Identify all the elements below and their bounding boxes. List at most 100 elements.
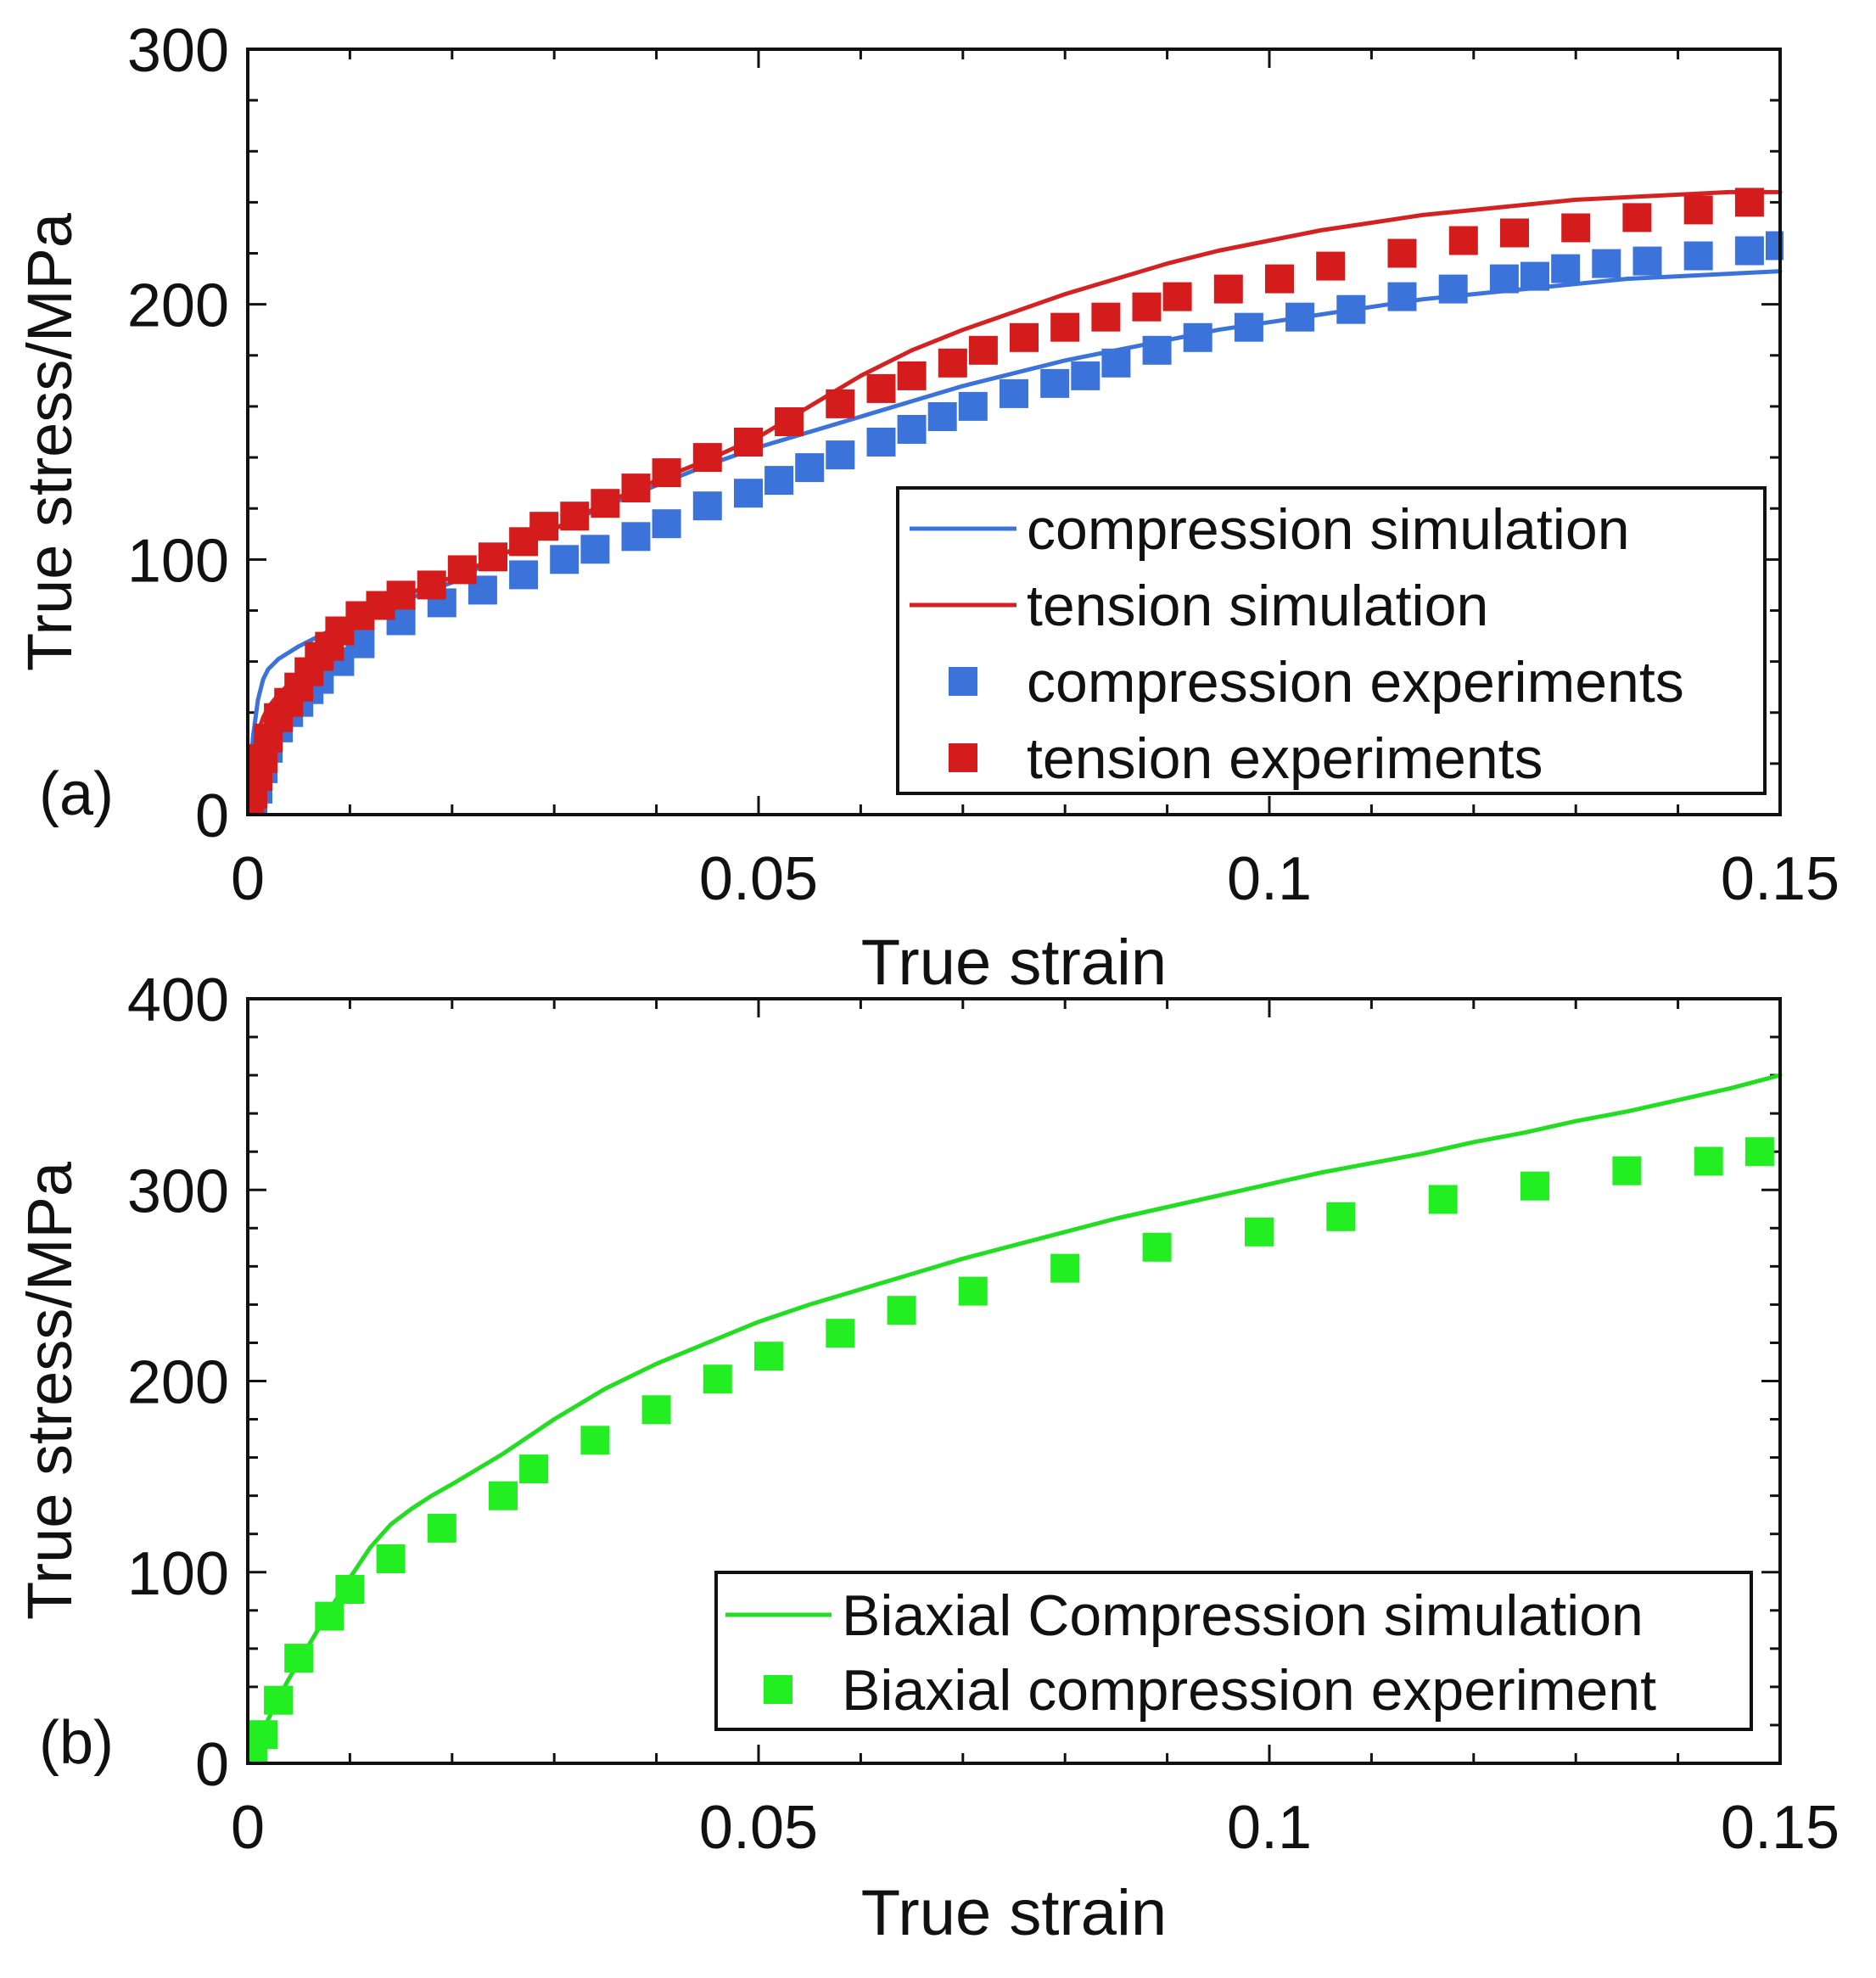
legend-entry-label: tension experiments [1027, 726, 1543, 791]
compression-experiments-point [734, 479, 763, 508]
compression-experiments-point [652, 509, 681, 539]
biaxial-compression-experiment-point [1612, 1156, 1642, 1185]
y-tick-label: 200 [127, 1349, 229, 1417]
biaxial-compression-experiment-point [427, 1513, 456, 1543]
y-tick-label: 100 [127, 1540, 229, 1608]
compression-experiments-point [1438, 274, 1468, 304]
compression-experiments-point [1285, 302, 1315, 332]
tension-experiments-point [1050, 312, 1080, 342]
compression-experiments-point [1592, 249, 1621, 278]
tension-experiments-point [1500, 218, 1529, 248]
tension-experiments-point [692, 443, 722, 473]
y-tick-label: 400 [127, 967, 229, 1034]
compression-experiments-point [509, 560, 539, 590]
compression-experiments-point [550, 545, 580, 574]
x-tick-label: 0 [231, 845, 265, 913]
compression-experiments-point [1040, 368, 1070, 398]
biaxial-compression-experiment-point [1694, 1146, 1723, 1176]
biaxial-compression-experiment-point [249, 1720, 278, 1750]
biaxial-compression-experiment-point [1520, 1171, 1549, 1201]
biaxial-compression-experiment-point [315, 1601, 344, 1631]
biaxial-compression-experiment-point [958, 1276, 988, 1306]
tension-experiments-point [1561, 213, 1591, 243]
tension-experiments-point [447, 555, 477, 585]
legend-box [896, 486, 1767, 795]
tension-experiments-point [866, 373, 896, 403]
tension-experiments-point [1734, 188, 1764, 217]
tension-experiments-point [1316, 251, 1346, 281]
plot-area [248, 1073, 1783, 1763]
compression-experiments-point [1683, 241, 1713, 271]
tension-experiments-point [734, 428, 763, 457]
y-tick-label: 100 [127, 527, 229, 595]
tension-experiments-point [1010, 322, 1039, 352]
biaxial-compression-experiment-point [754, 1342, 783, 1371]
compression-experiments-point [1387, 282, 1417, 311]
tension-experiments-point [826, 389, 855, 418]
plot-frame [246, 48, 1782, 816]
y-tick-label: 300 [127, 17, 229, 85]
y-tick-label: 0 [195, 782, 229, 850]
panel-label: (a) [39, 760, 114, 828]
legend: Biaxial Compression simulation Biaxial co… [714, 1571, 1753, 1731]
compression-experiments-point [1000, 378, 1028, 408]
biaxial-compression-experiment-point [887, 1296, 916, 1325]
x-axis-title: True strain [861, 927, 1167, 999]
x-tick-label: 0.15 [1721, 845, 1840, 913]
y-tick-label: 300 [127, 1157, 229, 1225]
compression-experiments-point [1489, 264, 1519, 294]
compression-experiments-point [1071, 361, 1100, 390]
compression-experiments-point [1183, 322, 1212, 352]
compression-experiments-point [958, 391, 988, 421]
legend-marker-swatch [949, 667, 977, 696]
compression-experiments-point [826, 440, 855, 470]
compression-experiments-point [897, 415, 927, 444]
tension-experiments-point [652, 458, 681, 488]
tension-experiments-point [1683, 195, 1713, 225]
compression-experiments-point [1142, 335, 1172, 365]
compression-experiments-point [927, 402, 957, 431]
compression-experiments-point [1551, 254, 1581, 283]
x-tick-label: 0.05 [699, 1794, 818, 1862]
compression-experiments-point [1734, 236, 1764, 266]
panel-a: 0 0.05 0.1 0.15 0 100 200 300 True strain True st… [14, 17, 1840, 999]
biaxial-compression-experiment-point [641, 1395, 671, 1425]
x-axis-title: True strain [861, 1877, 1167, 1949]
x-tick-label: 0.15 [1721, 1794, 1840, 1862]
compression-simulation-line [248, 269, 1783, 815]
tension-experiments-point [968, 335, 998, 365]
compression-experiments-point [1632, 246, 1662, 276]
panel-label: (b) [39, 1709, 114, 1777]
biaxial-compression-experiment-point [489, 1481, 518, 1510]
legend-entry-label: Biaxial compression experiment [842, 1658, 1656, 1723]
compression-experiments-point [764, 466, 794, 496]
tension-experiments-point [938, 348, 967, 378]
tension-experiments-point [386, 580, 416, 610]
tension-experiments-point [1213, 274, 1243, 304]
plot-area [248, 188, 1784, 815]
legend-entry-label: compression experiments [1027, 650, 1684, 714]
tension-experiments-point [1622, 203, 1652, 233]
legend-marker-swatch [764, 1675, 792, 1704]
compression-experiments-point [1101, 348, 1131, 378]
biaxial-compression-experiment-point [248, 1745, 267, 1763]
tension-experiments-point [1387, 238, 1417, 268]
biaxial-compression-experiment-point [335, 1575, 365, 1604]
x-tick-label: 0.1 [1227, 845, 1312, 913]
tension-experiments-point [897, 361, 927, 390]
compression-experiments-point [1234, 312, 1263, 342]
y-tick-label: 200 [127, 272, 229, 340]
biaxial-compression-experiment-point [519, 1454, 549, 1484]
tension-experiments-point [1132, 292, 1162, 322]
plot-frame [246, 997, 1782, 1765]
compression-experiments-point [795, 453, 825, 483]
compression-experiments-point [1520, 261, 1549, 291]
compression-experiments-point [1336, 294, 1366, 324]
y-axis-title: True stress/MPa [14, 1161, 85, 1620]
panel-b: 0 0.05 0.1 0.15 0 100 200 300 400 True strain True… [14, 967, 1840, 1949]
x-tick-label: 0 [231, 1794, 265, 1862]
legend: compression simulation tension simulation… [896, 486, 1767, 795]
biaxial-compression-experiment-point [284, 1644, 314, 1673]
compression-experiments-point [866, 428, 896, 457]
